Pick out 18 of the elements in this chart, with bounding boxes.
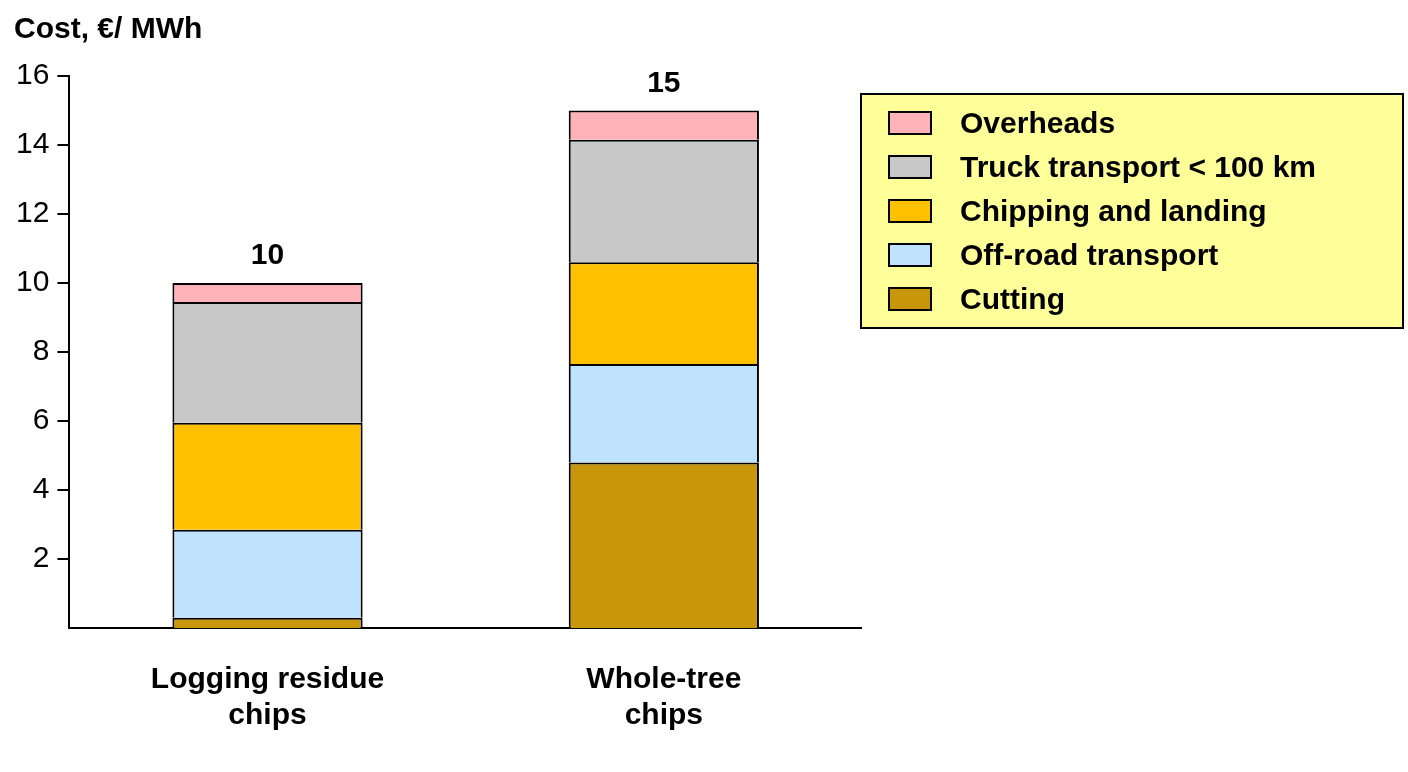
y-axis-title: Cost, €/ MWh bbox=[14, 11, 203, 44]
y-tick-label: 16 bbox=[15, 57, 50, 91]
y-tick-label: 8 bbox=[32, 333, 50, 367]
total-label: 15 bbox=[647, 64, 681, 98]
legend-label: Truck transport < 100 km bbox=[960, 150, 1316, 184]
y-tick-label: 10 bbox=[15, 264, 50, 298]
y-tick-label: 14 bbox=[15, 126, 50, 160]
y-tick-label: 6 bbox=[32, 402, 50, 436]
x-tick-label: Whole-tree chips bbox=[586, 661, 742, 731]
x-tick-label: Logging residue chips bbox=[150, 661, 385, 731]
legend-label: Off-road transport bbox=[960, 238, 1219, 272]
legend-label: Cutting bbox=[960, 282, 1065, 316]
y-tick-label: 4 bbox=[32, 471, 50, 505]
y-tick-label: 2 bbox=[32, 540, 50, 574]
legend-label: Chipping and landing bbox=[960, 194, 1267, 228]
total-label: 10 bbox=[250, 237, 285, 271]
legend-label: Overheads bbox=[960, 106, 1116, 140]
y-tick-label: 12 bbox=[15, 195, 50, 229]
